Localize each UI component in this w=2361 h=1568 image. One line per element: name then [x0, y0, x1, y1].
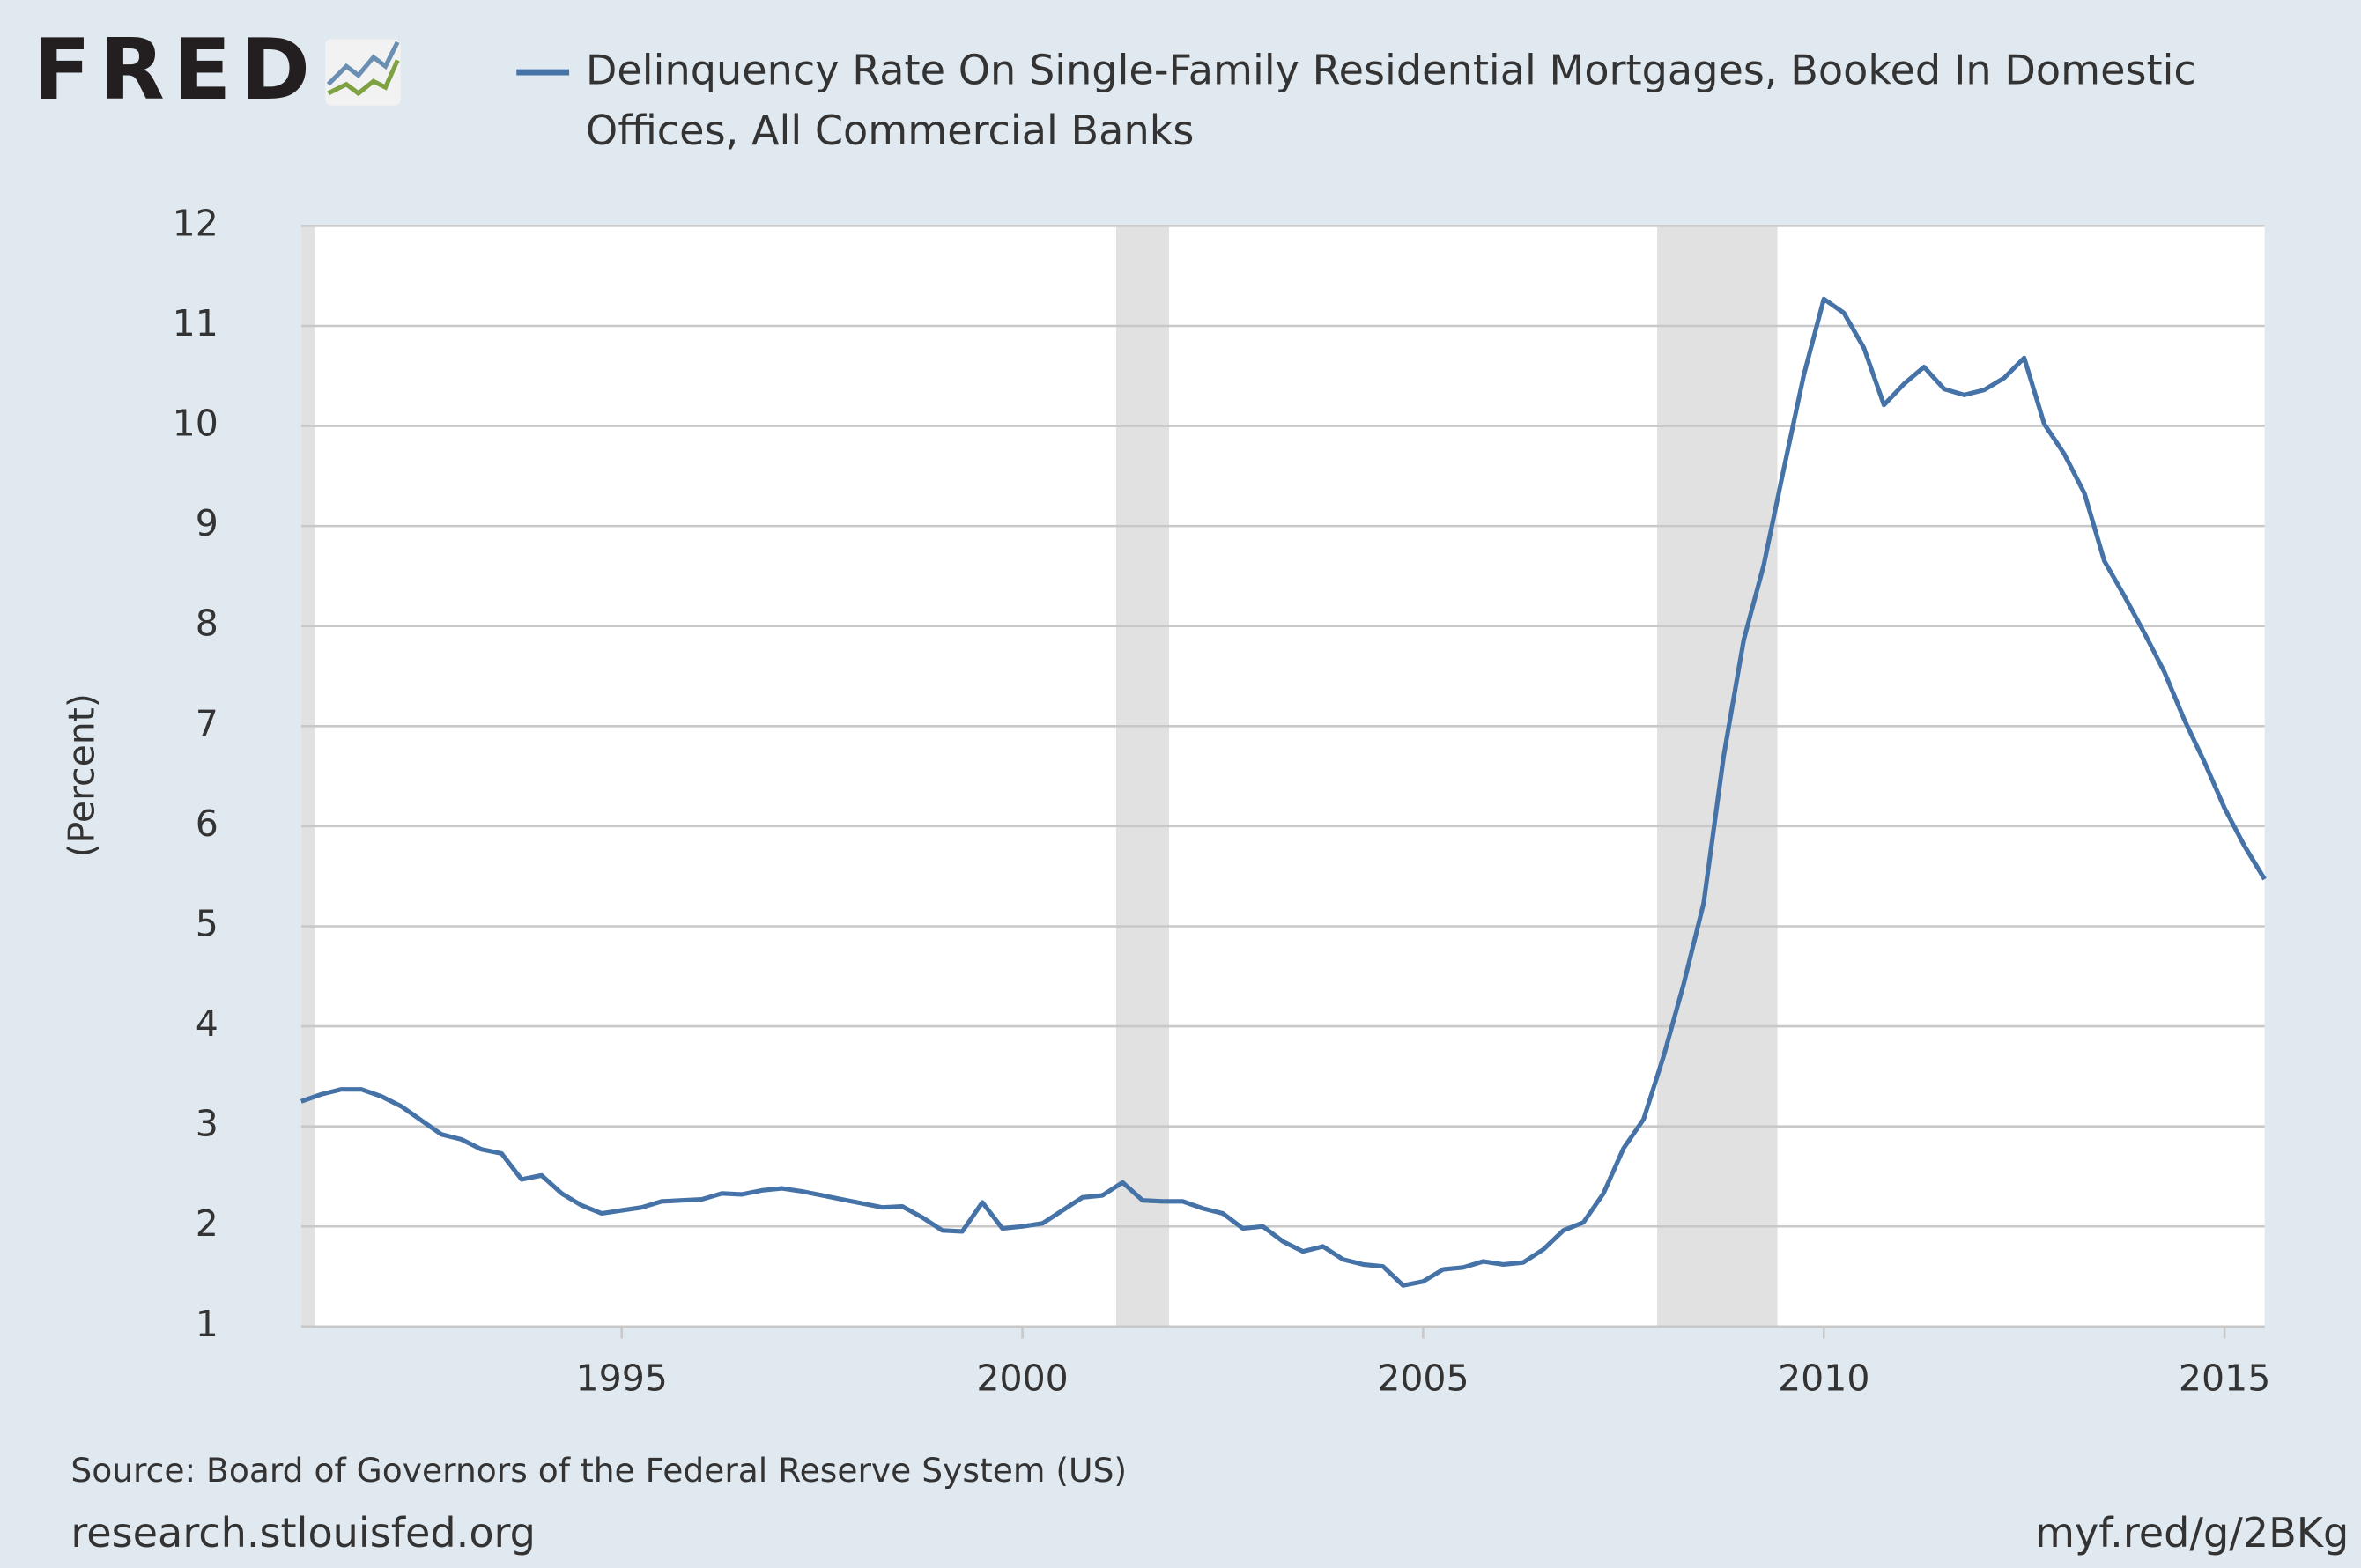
- x-tick-label: 2015: [2179, 1357, 2270, 1399]
- source: Source: Board of Governors of the Federa…: [70, 1451, 1127, 1490]
- legend: Delinquency Rate On Single-Family Reside…: [585, 48, 2196, 156]
- y-axis-label: (Percent): [61, 693, 103, 857]
- plot-area: [300, 226, 2265, 1327]
- y-tick-label: 6: [196, 802, 218, 845]
- x-tick-label: 1995: [576, 1357, 668, 1399]
- y-tick-label: 10: [173, 403, 218, 445]
- y-tick-label: 7: [196, 702, 218, 744]
- y-tick-label: 4: [196, 1002, 218, 1045]
- y-tick-label: 2: [196, 1202, 218, 1245]
- recession-band: [1657, 226, 1778, 1327]
- y-tick-label: 1: [196, 1303, 218, 1345]
- y-tick-label: 5: [196, 902, 218, 944]
- site: research.stlouisfed.org: [70, 1509, 536, 1557]
- data-line: [300, 296, 2267, 1288]
- logo-icon: [325, 39, 401, 106]
- y-tick-label: 9: [196, 502, 218, 544]
- y-tick-label: 3: [196, 1103, 218, 1145]
- y-tick-label: 8: [196, 603, 218, 645]
- recession-band: [1116, 226, 1170, 1327]
- y-tick-label: 12: [173, 202, 218, 244]
- short-link: myf.red/g/2BKg: [2035, 1509, 2349, 1557]
- x-tick-label: 2010: [1778, 1357, 1869, 1399]
- x-tick-label: 2005: [1377, 1357, 1469, 1399]
- y-tick-label: 11: [173, 302, 218, 344]
- x-tick-label: 2000: [976, 1357, 1068, 1399]
- legend-text: Delinquency Rate On Single-Family Reside…: [585, 48, 2196, 156]
- recession-band: [300, 226, 315, 1327]
